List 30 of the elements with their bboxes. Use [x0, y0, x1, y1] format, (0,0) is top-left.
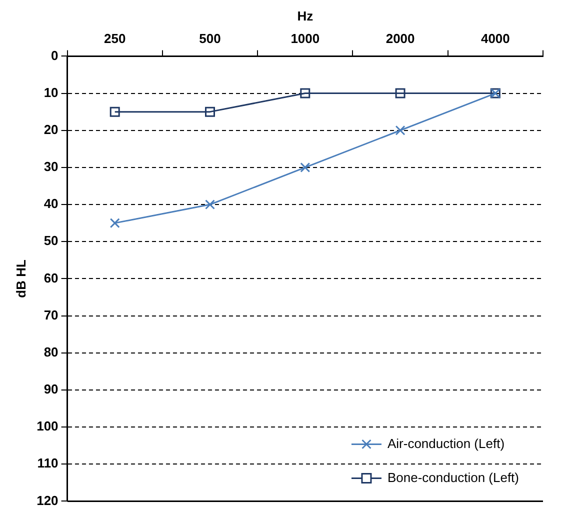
- legend-label: Air-conduction (Left): [387, 436, 505, 451]
- y-tick-label: 90: [44, 382, 58, 397]
- y-tick-label: 50: [44, 233, 58, 248]
- point: [205, 200, 215, 210]
- y-axis-title: dB HL: [13, 260, 28, 298]
- y-tick-label: 0: [51, 48, 58, 63]
- point: [110, 218, 120, 228]
- y-tick-label: 80: [44, 344, 58, 360]
- x-tick-label: 4000: [480, 30, 510, 46]
- point: [395, 125, 406, 136]
- y-tick-label: 20: [44, 122, 58, 137]
- y-tick-label: 100: [36, 418, 58, 434]
- x-tick-label: 2000: [386, 30, 415, 46]
- point: [110, 106, 120, 117]
- x-tick-label: 250: [104, 30, 126, 46]
- y-tick-label: 10: [44, 84, 58, 100]
- y-tick-label: 70: [44, 307, 58, 322]
- y-tick-label: 110: [37, 456, 58, 471]
- y-tick-label: 120: [36, 492, 58, 508]
- y-tick-label: 30: [44, 159, 58, 174]
- point: [300, 88, 310, 98]
- point: [300, 162, 310, 172]
- x-tick-label: 1000: [290, 30, 320, 46]
- x-tick-label: 500: [199, 30, 221, 46]
- x-axis-title: Hz: [297, 8, 314, 24]
- point: [205, 106, 215, 117]
- legend-label: Bone-conduction (Left): [387, 470, 520, 485]
- point: [395, 88, 406, 98]
- y-tick-label: 40: [44, 196, 58, 212]
- y-tick-label: 60: [44, 270, 58, 286]
